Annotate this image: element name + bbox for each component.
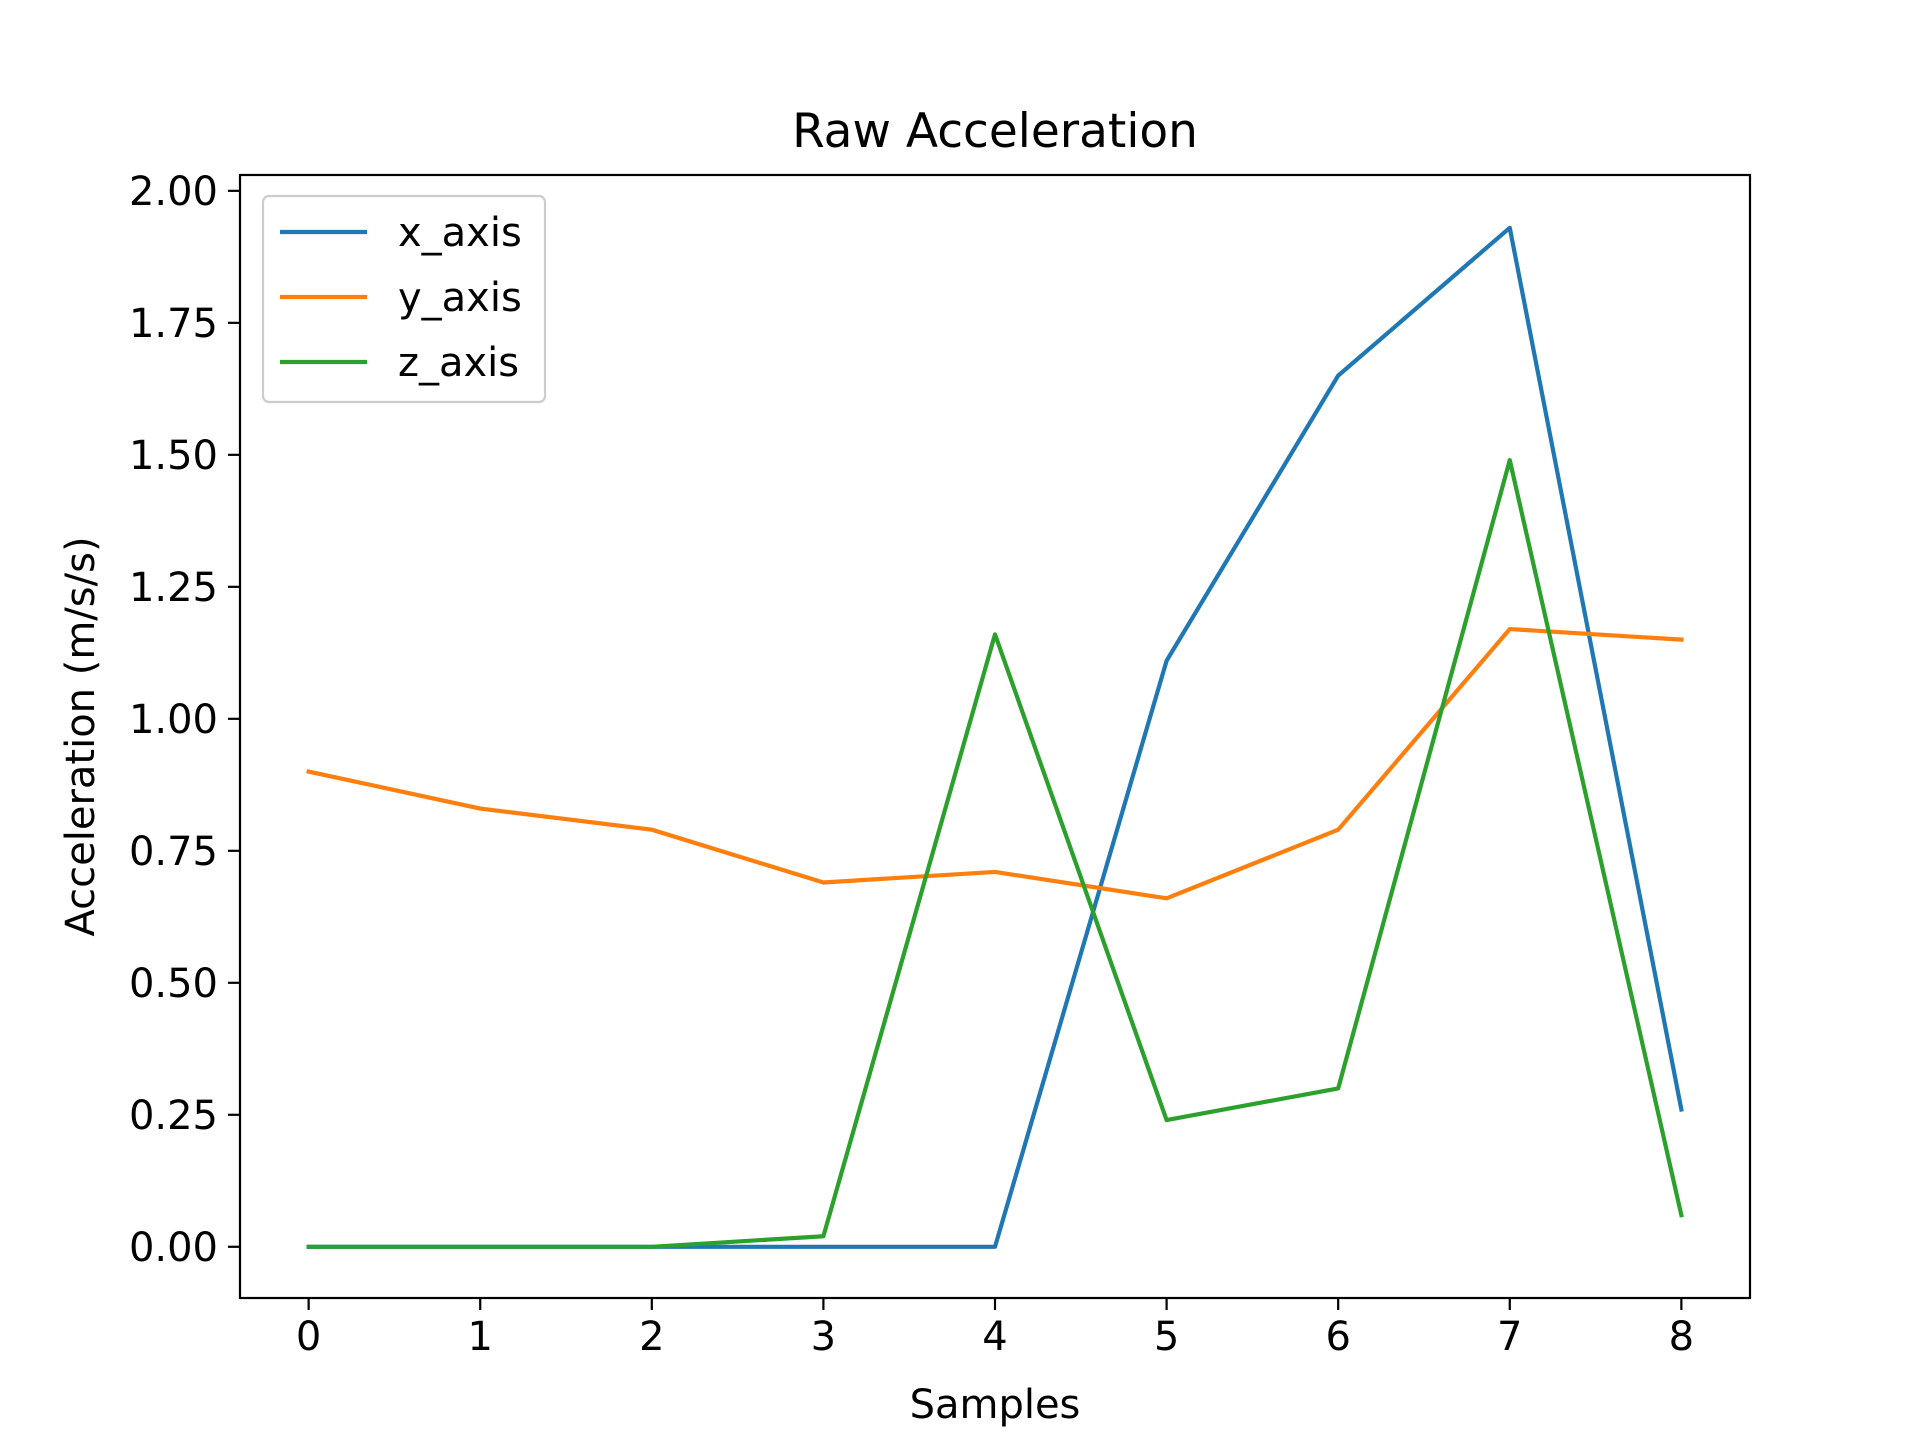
y-tick-label: 0.00 bbox=[129, 1225, 218, 1271]
legend-box bbox=[261, 194, 547, 404]
legend-label-z-axis: z_axis bbox=[398, 340, 519, 386]
series-line-y-axis bbox=[306, 626, 1684, 901]
y-tick-label: 1.75 bbox=[129, 301, 218, 347]
y-axis-ticks: 0.00 0.25 0.50 0.75 1.00 1.25 1.50 1.75 2.00 bbox=[129, 169, 240, 1271]
x-tick-label: 3 bbox=[811, 1314, 836, 1360]
legend-label-y-axis: y_axis bbox=[398, 275, 522, 321]
x-tick-label: 5 bbox=[1154, 1314, 1179, 1360]
y-tick-label: 1.00 bbox=[129, 697, 218, 743]
x-axis-ticks: 0 1 2 3 4 5 6 7 8 bbox=[296, 1298, 1694, 1360]
y-axis-title: Acceleration (m/s/s) bbox=[58, 536, 104, 936]
y-tick-label: 1.50 bbox=[129, 433, 218, 479]
series-line-z-axis bbox=[306, 458, 1684, 1249]
plot-area bbox=[238, 173, 1752, 1300]
x-tick-label: 4 bbox=[982, 1314, 1007, 1360]
y-tick-label: 0.75 bbox=[129, 829, 218, 875]
x-tick-label: 0 bbox=[296, 1314, 321, 1360]
x-tick-label: 7 bbox=[1497, 1314, 1522, 1360]
x-tick-label: 2 bbox=[639, 1314, 664, 1360]
legend-label-x-axis: x_axis bbox=[398, 210, 522, 256]
y-tick-label: 2.00 bbox=[129, 169, 218, 215]
y-tick-label: 0.25 bbox=[129, 1093, 218, 1139]
x-tick-label: 6 bbox=[1325, 1314, 1350, 1360]
y-tick-label: 0.50 bbox=[129, 961, 218, 1007]
y-tick-label: 1.25 bbox=[129, 565, 218, 611]
x-tick-label: 1 bbox=[468, 1314, 493, 1360]
chart-title: Raw Acceleration bbox=[792, 104, 1198, 159]
x-tick-label: 8 bbox=[1669, 1314, 1694, 1360]
legend: x_axis y_axis z_axis bbox=[261, 194, 547, 404]
x-axis-title: Samples bbox=[910, 1382, 1081, 1428]
